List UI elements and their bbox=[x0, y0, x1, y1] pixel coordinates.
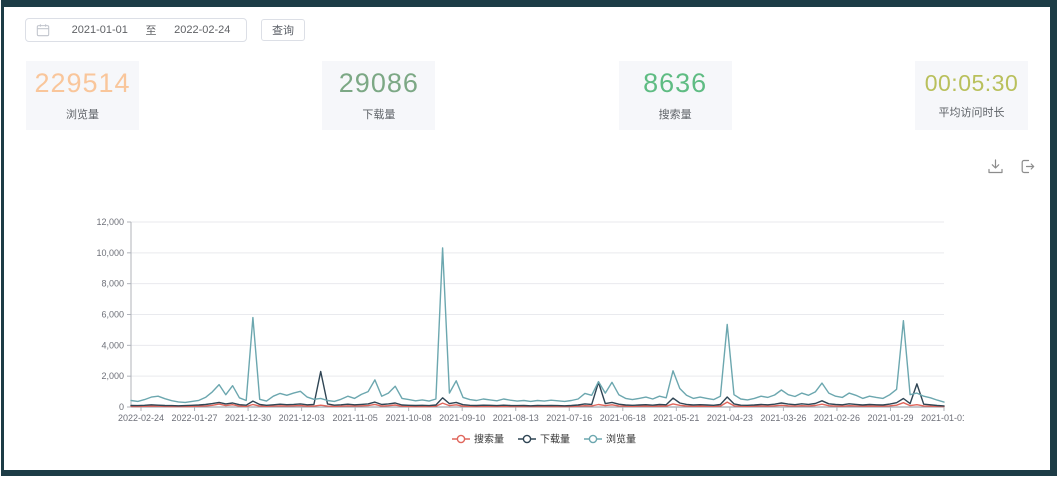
y-tick-label: 4,000 bbox=[101, 340, 124, 350]
legend-marker-circle bbox=[588, 434, 598, 444]
legend-item-浏览量[interactable]: 浏览量 bbox=[584, 433, 636, 446]
legend-item-搜索量[interactable]: 搜索量 bbox=[452, 433, 504, 446]
y-tick-label: 0 bbox=[119, 402, 124, 412]
stat-card-downloads: 29086 下载量 bbox=[322, 61, 436, 130]
y-tick-label: 6,000 bbox=[101, 310, 124, 320]
x-tick-label: 2021-07-16 bbox=[546, 413, 592, 423]
export-icon[interactable] bbox=[1019, 158, 1036, 175]
save-image-icon[interactable] bbox=[987, 158, 1004, 175]
x-tick-label: 2021-03-26 bbox=[760, 413, 806, 423]
x-tick-label: 2021-12-03 bbox=[279, 413, 325, 423]
stat-label: 搜索量 bbox=[658, 108, 692, 121]
series-line-下载量[interactable] bbox=[130, 370, 945, 407]
end-date[interactable]: 2022-02-24 bbox=[174, 24, 231, 36]
x-tick-label: 2021-09-10 bbox=[439, 413, 485, 423]
stat-value: 29086 bbox=[338, 68, 419, 99]
date-range-picker[interactable]: 2021-01-01 至 2022-02-24 bbox=[25, 18, 247, 42]
stat-value: 229514 bbox=[34, 68, 131, 99]
start-date[interactable]: 2021-01-01 bbox=[71, 24, 128, 36]
stat-card-searches: 8636 搜索量 bbox=[618, 61, 732, 130]
y-tick-label: 8,000 bbox=[101, 279, 124, 289]
series-line-浏览量[interactable] bbox=[130, 247, 945, 404]
query-button[interactable]: 查询 bbox=[261, 19, 305, 41]
legend-label: 浏览量 bbox=[606, 433, 636, 446]
y-tick-label: 10,000 bbox=[96, 248, 124, 258]
legend-marker-circle bbox=[456, 434, 466, 444]
range-separator: 至 bbox=[145, 25, 157, 37]
x-tick-label: 2021-04-23 bbox=[707, 413, 753, 423]
traffic-chart[interactable]: 0 2,000 4,000 6,000 8,000 10,000 12,000 2022-02… bbox=[64, 210, 964, 455]
x-tick-label: 2021-06-18 bbox=[600, 413, 646, 423]
legend-item-下载量[interactable]: 下载量 bbox=[518, 434, 570, 446]
x-tick-label: 2022-02-24 bbox=[118, 413, 164, 423]
x-tick-label: 2022-01-27 bbox=[172, 413, 218, 423]
x-tick-label: 2021-05-21 bbox=[653, 413, 699, 423]
stat-card-avg-duration: 00:05:30 平均访问时长 bbox=[914, 61, 1028, 130]
stat-card-pageviews: 229514 浏览量 bbox=[26, 61, 139, 130]
stat-value: 8636 bbox=[643, 68, 708, 99]
stat-value: 00:05:30 bbox=[924, 70, 1019, 97]
x-tick-label: 2021-10-08 bbox=[386, 413, 432, 423]
legend-marker-circle bbox=[522, 434, 532, 444]
calendar-icon bbox=[36, 23, 50, 37]
x-tick-label: 2021-12-30 bbox=[225, 413, 271, 423]
toolbar: 2021-01-01 至 2022-02-24 查询 bbox=[25, 18, 305, 42]
y-tick-label: 2,000 bbox=[101, 371, 124, 381]
x-tick-label: 2021-01-29 bbox=[867, 413, 913, 423]
stats-row: 229514 浏览量 29086 下载量 8636 搜索量 00:05:30 平… bbox=[4, 61, 1050, 130]
legend-label: 搜索量 bbox=[474, 433, 504, 446]
x-tick-label: 2021-08-13 bbox=[493, 413, 539, 423]
series-line-搜索量[interactable] bbox=[130, 401, 945, 408]
legend-label: 下载量 bbox=[540, 434, 570, 446]
x-tick-label: 2021-02-26 bbox=[814, 413, 860, 423]
x-tick-label: 2021-11-05 bbox=[332, 413, 377, 423]
chart-toolbox bbox=[987, 158, 1036, 175]
stat-label: 浏览量 bbox=[66, 108, 99, 121]
stat-label: 平均访问时长 bbox=[938, 106, 1005, 119]
x-tick-label: 2021-01-01 bbox=[921, 413, 964, 423]
y-tick-label: 12,000 bbox=[96, 217, 124, 227]
stat-label: 下载量 bbox=[362, 108, 396, 121]
